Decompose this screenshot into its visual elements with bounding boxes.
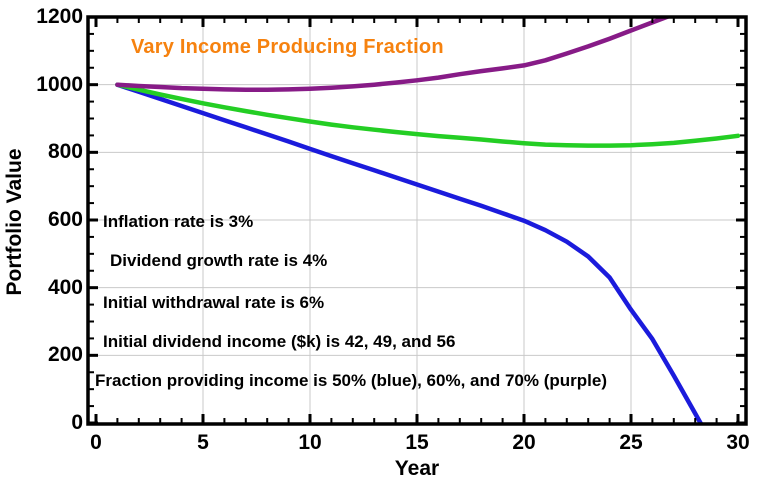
annotation-withdrawal-rate: Initial withdrawal rate is 6% bbox=[103, 293, 325, 312]
series-line-green-60 bbox=[115, 82, 741, 148]
x-tick-label: 25 bbox=[619, 431, 643, 454]
x-tick-label: 0 bbox=[90, 431, 102, 454]
y-tick-label: 200 bbox=[47, 343, 83, 367]
series-line-blue-50 bbox=[115, 82, 703, 423]
annotation-inflation-rate: Inflation rate is 3% bbox=[103, 212, 254, 231]
y-tick-label: 1200 bbox=[36, 5, 83, 28]
chart-title: Vary Income Producing Fraction bbox=[131, 36, 444, 58]
y-tick-label: 800 bbox=[47, 140, 83, 164]
annotation-dividend-income: Initial dividend income ($k) is 42, 49, … bbox=[103, 332, 456, 351]
x-tick-label: 10 bbox=[298, 431, 322, 454]
x-tick-label: 5 bbox=[197, 431, 209, 454]
x-tick-label: 20 bbox=[512, 431, 536, 454]
series-line-purple-70 bbox=[115, 18, 671, 92]
x-tick-label: 15 bbox=[405, 431, 429, 454]
annotation-dividend-growth: Dividend growth rate is 4% bbox=[110, 251, 328, 270]
y-tick-label: 400 bbox=[47, 275, 83, 299]
annotation-income-fraction: Fraction providing income is 50% (blue),… bbox=[95, 371, 607, 390]
x-axis-title: Year bbox=[394, 457, 440, 480]
x-tick-label: 30 bbox=[726, 431, 750, 454]
y-tick-label: 0 bbox=[71, 411, 83, 434]
y-tick-label: 600 bbox=[47, 208, 83, 231]
plot-frame bbox=[86, 15, 748, 426]
y-tick-label: 1000 bbox=[36, 72, 83, 96]
